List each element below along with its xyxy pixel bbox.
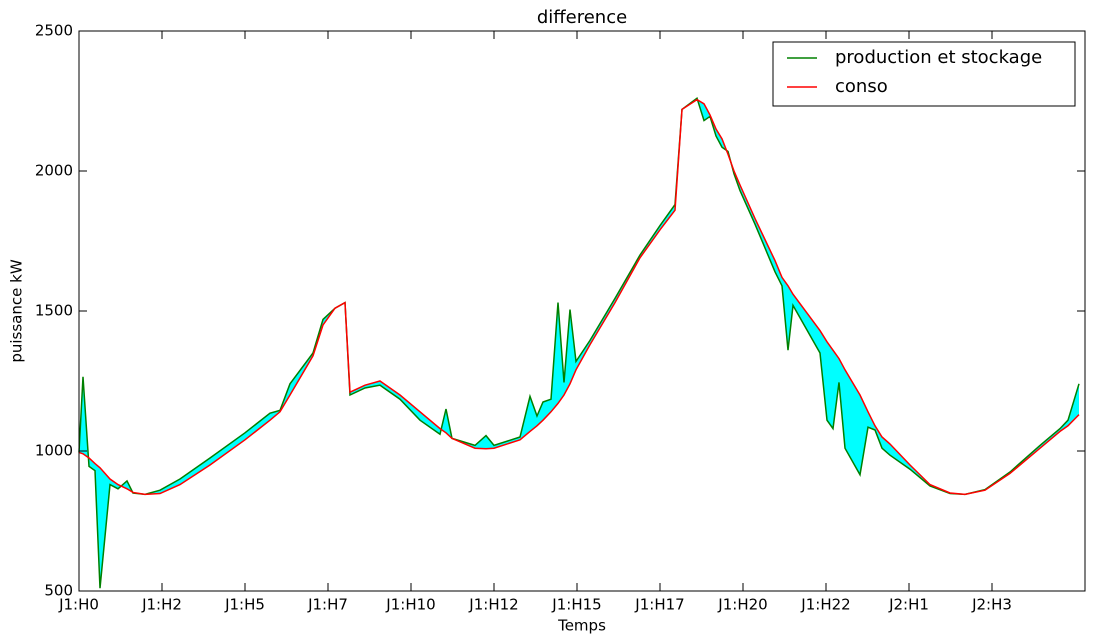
x-tick-label: J1:H2 <box>141 596 182 614</box>
x-tick-label: J1:H12 <box>468 596 518 614</box>
y-tick-label: 500 <box>44 582 73 600</box>
x-tick-label: J1:H15 <box>551 596 601 614</box>
y-tick-label: 2000 <box>35 162 73 180</box>
x-tick-label: J1:H7 <box>307 596 348 614</box>
legend-box <box>772 41 1076 107</box>
legend-label: conso <box>835 76 888 97</box>
y-tick-label: 2500 <box>35 22 73 40</box>
x-tick-label: J1:H5 <box>224 596 265 614</box>
y-tick-label: 1500 <box>35 302 73 320</box>
plot-frame <box>78 30 1086 592</box>
x-axis-label: Temps <box>557 617 606 635</box>
series-line <box>78 96 1080 589</box>
legend-label: production et stockage <box>835 47 1042 68</box>
x-tick-label: J1:H10 <box>385 596 435 614</box>
y-axis-label: puissance kW <box>8 259 26 362</box>
x-tick-label: J2:H1 <box>888 596 929 614</box>
fill-between <box>79 98 1079 589</box>
series-line <box>78 98 1080 496</box>
x-tick-label: J1:H17 <box>634 596 684 614</box>
y-tick-label: 1000 <box>35 442 73 460</box>
chart-title: difference <box>537 7 627 28</box>
x-tick-label: J1:H20 <box>717 596 767 614</box>
x-tick-label: J1:H0 <box>58 596 99 614</box>
x-tick-label: J2:H3 <box>971 596 1012 614</box>
x-tick-label: J1:H22 <box>800 596 850 614</box>
